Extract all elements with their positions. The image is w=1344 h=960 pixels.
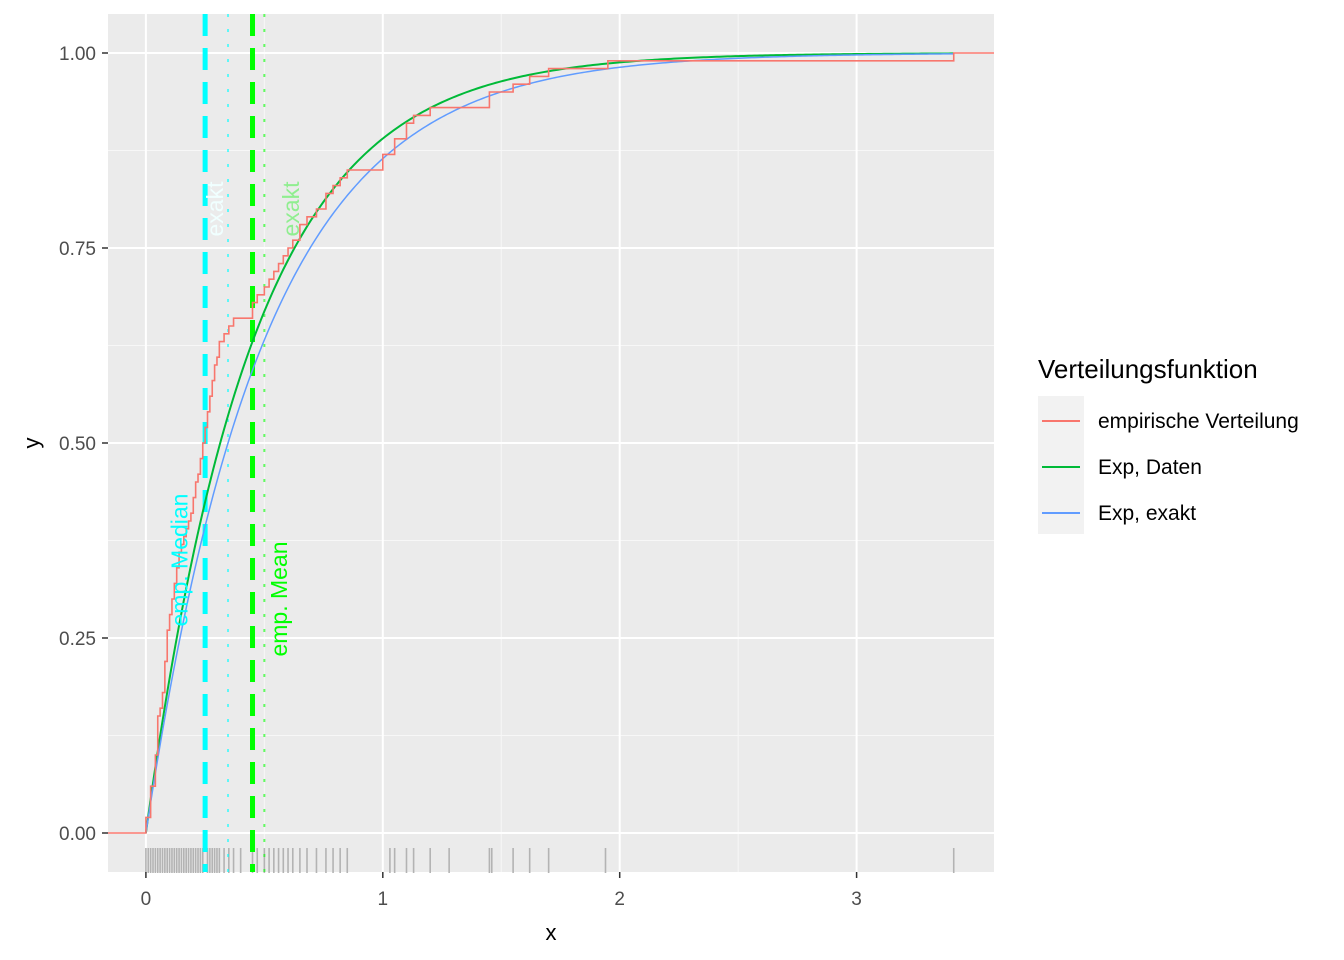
y-tick-label: 0.50 bbox=[59, 434, 96, 455]
y-axis-title: y bbox=[19, 438, 44, 449]
legend-label-exp-data: Exp, Daten bbox=[1098, 456, 1202, 479]
annotation-label: emp. Median bbox=[167, 494, 193, 627]
legend-label-empirical: empirische Verteilung bbox=[1098, 410, 1299, 433]
legend-key-background bbox=[1038, 396, 1084, 534]
legend: Verteilungsfunktion empirische Verteilun… bbox=[1038, 354, 1299, 534]
legend-label-exp-exact: Exp, exakt bbox=[1098, 502, 1196, 525]
legend-title: Verteilungsfunktion bbox=[1038, 354, 1258, 384]
annotation-label: exakt bbox=[278, 181, 304, 237]
y-tick-label: 0.25 bbox=[59, 629, 96, 650]
empirical-ecdf-step bbox=[108, 52, 994, 834]
x-axis-title: x bbox=[546, 920, 557, 945]
annotation-label: emp. Mean bbox=[266, 541, 292, 656]
plot-layer: exakt exakt emp. Median emp. Mean bbox=[108, 14, 994, 873]
x-tick-label: 3 bbox=[851, 889, 862, 910]
x-tick-label: 1 bbox=[378, 889, 389, 910]
y-tick-label: 0.00 bbox=[59, 824, 96, 845]
y-tick-label: 0.75 bbox=[59, 239, 96, 260]
exp-exact-curve bbox=[145, 53, 954, 834]
axis-layer: 0 1 2 3 0.00 0.25 0.50 0.75 1.00 bbox=[59, 44, 862, 910]
x-tick-label: 0 bbox=[141, 889, 152, 910]
x-tick-label: 2 bbox=[614, 889, 625, 910]
y-tick-label: 1.00 bbox=[59, 44, 96, 65]
annotation-label: exakt bbox=[202, 181, 228, 237]
exp-data-curve bbox=[144, 52, 954, 834]
